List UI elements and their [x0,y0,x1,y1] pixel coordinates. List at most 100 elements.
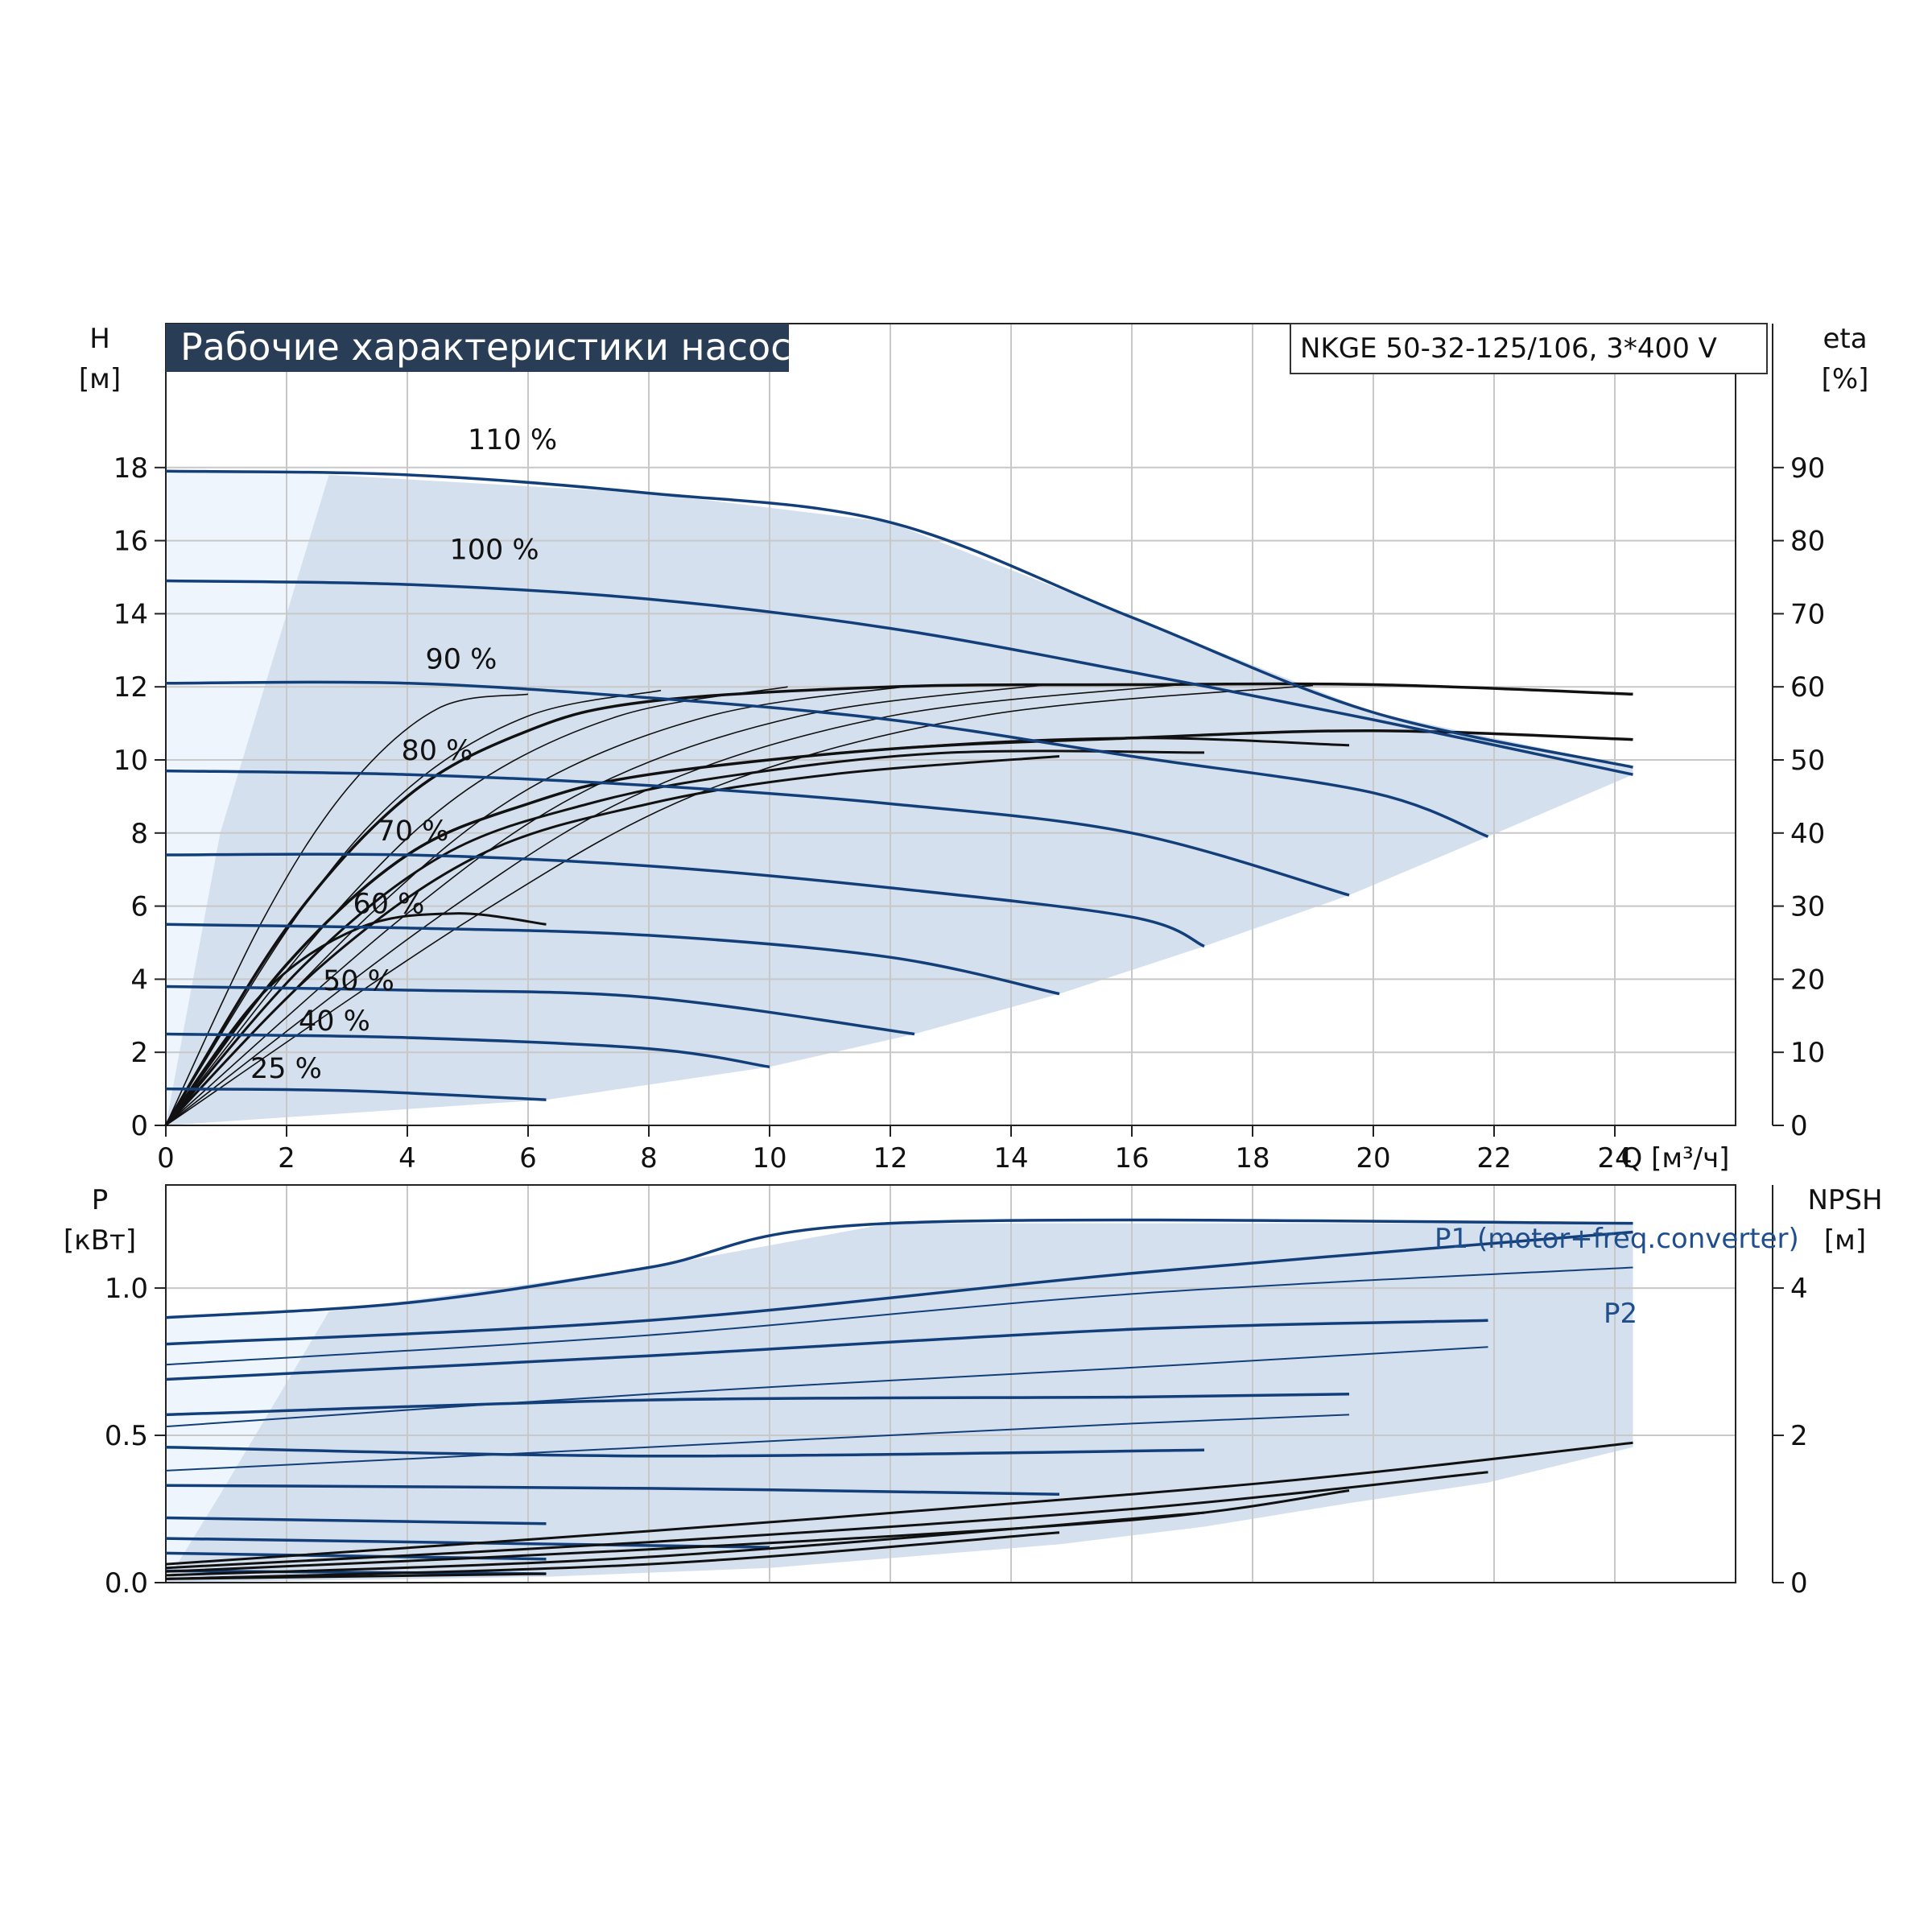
top-left-tick-label: 6 [130,891,148,923]
efficiency-fan-curve [165,686,788,1126]
efficiency-fan-curve [165,689,662,1126]
top-left-tick-label: 2 [130,1037,148,1069]
top-right-tick-label: 90 [1790,452,1825,485]
top-low-flow-region [166,471,329,1125]
bottom-left-tick-label: 1.0 [105,1273,148,1305]
speed-curve [165,680,1489,838]
p1-power-curve [165,1445,1205,1458]
p1-power-curve [165,1230,1633,1346]
chart-title: Рабочие характеристики насоса [166,324,814,372]
speed-curve [165,1032,770,1069]
speed-curve-label: 80 % [402,735,473,767]
p1-power-curve-low [165,1516,547,1525]
bottom-right-tick-label: 0 [1790,1567,1808,1600]
top-right-tick-label: 80 [1790,526,1825,558]
bottom-operating-area [166,1223,1633,1583]
x-tick-label: 16 [1114,1142,1149,1174]
speed-curve-label: 100 % [450,534,539,566]
speed-curve-label: 60 % [353,889,425,921]
model-box-frame [1290,323,1768,374]
top-left-tick-label: 0 [130,1110,148,1142]
top-right-tick-label: 20 [1790,964,1825,996]
speed-curve [165,852,1205,948]
x-tick-label: 22 [1476,1142,1511,1174]
efficiency-fan-curve [165,683,1048,1126]
p1-power-curve-low [165,1551,547,1561]
x-tick-label: 4 [398,1142,416,1174]
top-right-tick-label: 50 [1790,745,1825,777]
top-right-tick-label: 10 [1790,1037,1825,1069]
speed-curve [165,469,1633,769]
bottom-right-axis-unit: [м] [1824,1224,1866,1257]
npsh-curve [165,1531,1060,1580]
p2-series-label: P2 [1604,1298,1637,1330]
model-text: NKGE 50-32-125/106, 3*400 V [1300,332,1717,365]
top-left-tick-label: 18 [114,452,148,485]
x-tick-label: 14 [993,1142,1028,1174]
speed-curve-label: 70 % [378,815,449,848]
x-axis-label: Q [м³/ч] [1621,1142,1730,1174]
speed-curve [165,769,1350,897]
speed-curve [165,579,1633,776]
top-right-axis-title: eta [1823,323,1867,355]
x-tick-label: 20 [1356,1142,1390,1174]
top-left-tick-label: 4 [130,964,148,996]
speed-curve [165,1087,547,1101]
npsh-curve [165,1471,1488,1570]
x-tick-label: 2 [278,1142,295,1174]
speed-curve-label: 90 % [426,644,497,676]
p2-power-curve [165,1346,1488,1428]
speed-curve [165,923,1060,996]
p2-power-curve [165,1266,1633,1366]
chart-title-text: Рабочие характеристики насоса [180,325,814,369]
bottom-left-axis-title: P [92,1184,109,1216]
p1-series-label: P1 (motor+freq.converter) [1435,1223,1799,1255]
head-efficiency-panel: 0246810121416180102030405060708090H[м]et… [79,323,1869,1174]
bottom-left-tick-label: 0.0 [105,1567,148,1600]
top-right-tick-label: 70 [1790,598,1825,630]
efficiency-curve-lower [164,729,1633,1127]
top-plot-frame [165,323,1736,1126]
npsh-curve [165,1441,1633,1566]
model-box: NKGE 50-32-125/106, 3*400 V [1290,323,1768,374]
bottom-low-flow-region [166,1311,329,1583]
top-left-tick-label: 12 [114,671,148,704]
bottom-right-tick-label: 2 [1790,1420,1808,1452]
x-tick-label: 12 [873,1142,907,1174]
npsh-curve [165,1511,1205,1577]
top-left-tick-label: 10 [114,745,148,777]
top-right-tick-label: 30 [1790,891,1825,923]
npsh-curve [165,1489,1350,1573]
top-right-axis-unit: [%] [1822,363,1869,395]
x-tick-label: 10 [752,1142,786,1174]
bottom-left-tick-label: 0.5 [105,1420,148,1452]
title-background [166,324,789,372]
speed-curve-label: 25 % [250,1053,322,1085]
efficiency-bundle-curve [164,749,1205,1126]
efficiency-curve-upper [164,682,1633,1126]
p1-power-curve [165,1218,1633,1319]
p2-power-curve [165,1414,1350,1472]
top-right-tick-label: 40 [1790,818,1825,850]
efficiency-bundle-curve [164,755,1060,1127]
x-tick-label: 18 [1235,1142,1269,1174]
x-tick-label: 0 [157,1142,175,1174]
x-tick-label: 24 [1597,1142,1632,1174]
efficiency-bundle-curve [164,912,547,1126]
top-right-tick-label: 60 [1790,671,1825,704]
p1-power-curve [165,1484,1060,1496]
speed-curve-label: 50 % [323,965,394,997]
bottom-left-axis-unit: [кВт] [64,1224,136,1257]
top-right-tick-label: 0 [1790,1110,1808,1142]
bottom-right-tick-label: 4 [1790,1273,1808,1305]
top-left-tick-label: 8 [130,818,148,850]
bottom-right-axis-title: NPSH [1807,1184,1882,1216]
p1-power-curve [165,1319,1488,1381]
top-left-axis-unit: [м] [79,363,121,395]
speed-curve [165,985,915,1036]
top-operating-area [166,474,1633,1125]
speed-curve-label: 40 % [299,1005,370,1038]
top-left-axis-title: H [89,323,110,355]
npsh-curve [165,1572,547,1580]
